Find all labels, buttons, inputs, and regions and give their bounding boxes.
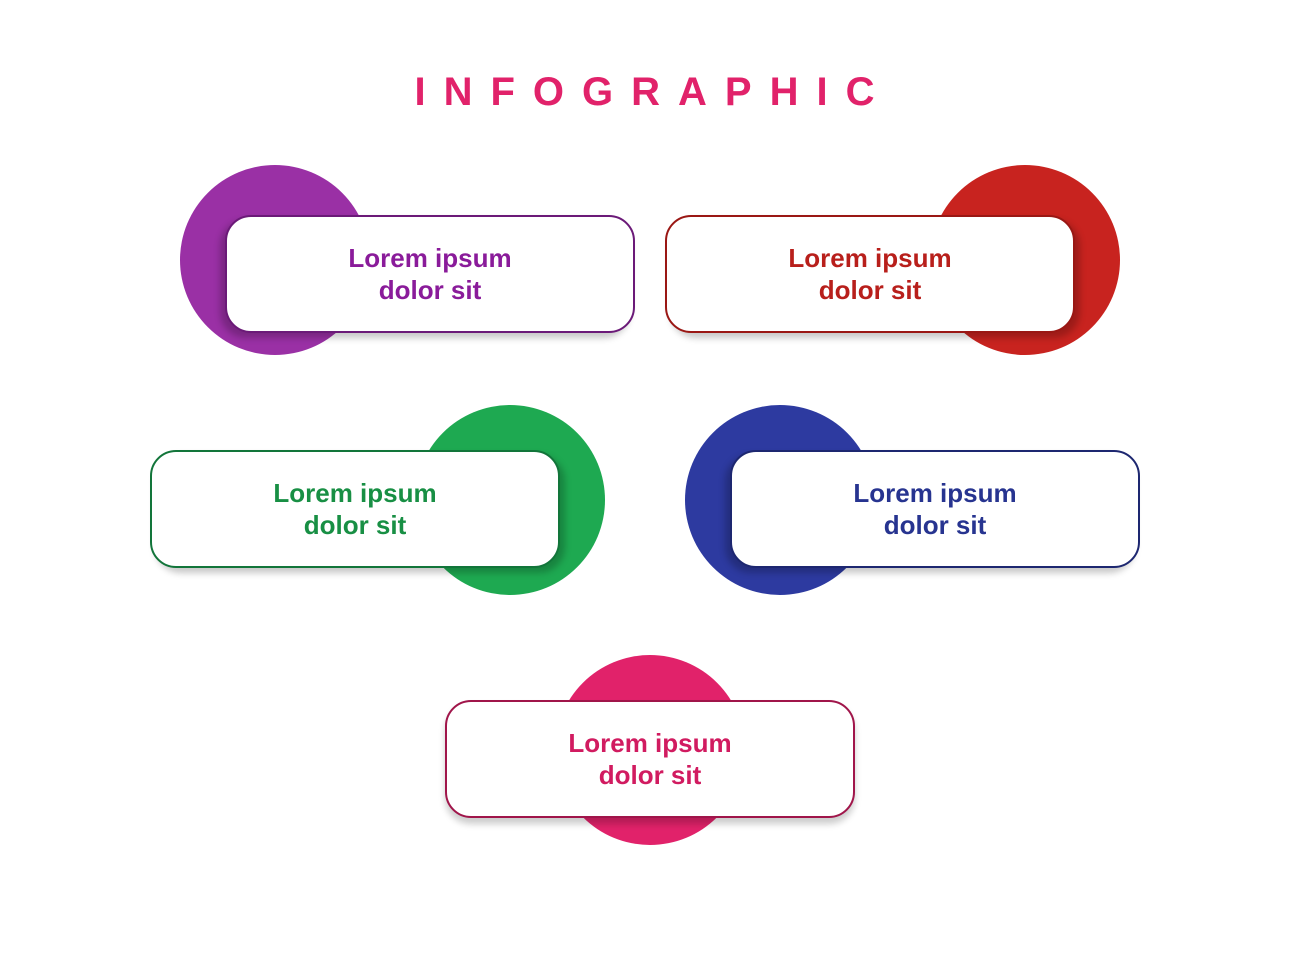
pill-red: Lorem ipsum dolor sit [665,215,1075,333]
pill-red-line1: Lorem ipsum [788,242,951,275]
pill-pink-line1: Lorem ipsum [568,727,731,760]
pill-pink-line2: dolor sit [599,759,702,792]
infographic-title: INFOGRAPHIC [415,70,893,115]
pill-green-line1: Lorem ipsum [273,477,436,510]
pill-blue: Lorem ipsum dolor sit [730,450,1140,568]
pill-pink: Lorem ipsum dolor sit [445,700,855,818]
pill-red-line2: dolor sit [819,274,922,307]
pill-green: Lorem ipsum dolor sit [150,450,560,568]
pill-purple-line1: Lorem ipsum [348,242,511,275]
pill-blue-line1: Lorem ipsum [853,477,1016,510]
pill-blue-line2: dolor sit [884,509,987,542]
pill-purple: Lorem ipsum dolor sit [225,215,635,333]
pill-green-line2: dolor sit [304,509,407,542]
pill-purple-line2: dolor sit [379,274,482,307]
